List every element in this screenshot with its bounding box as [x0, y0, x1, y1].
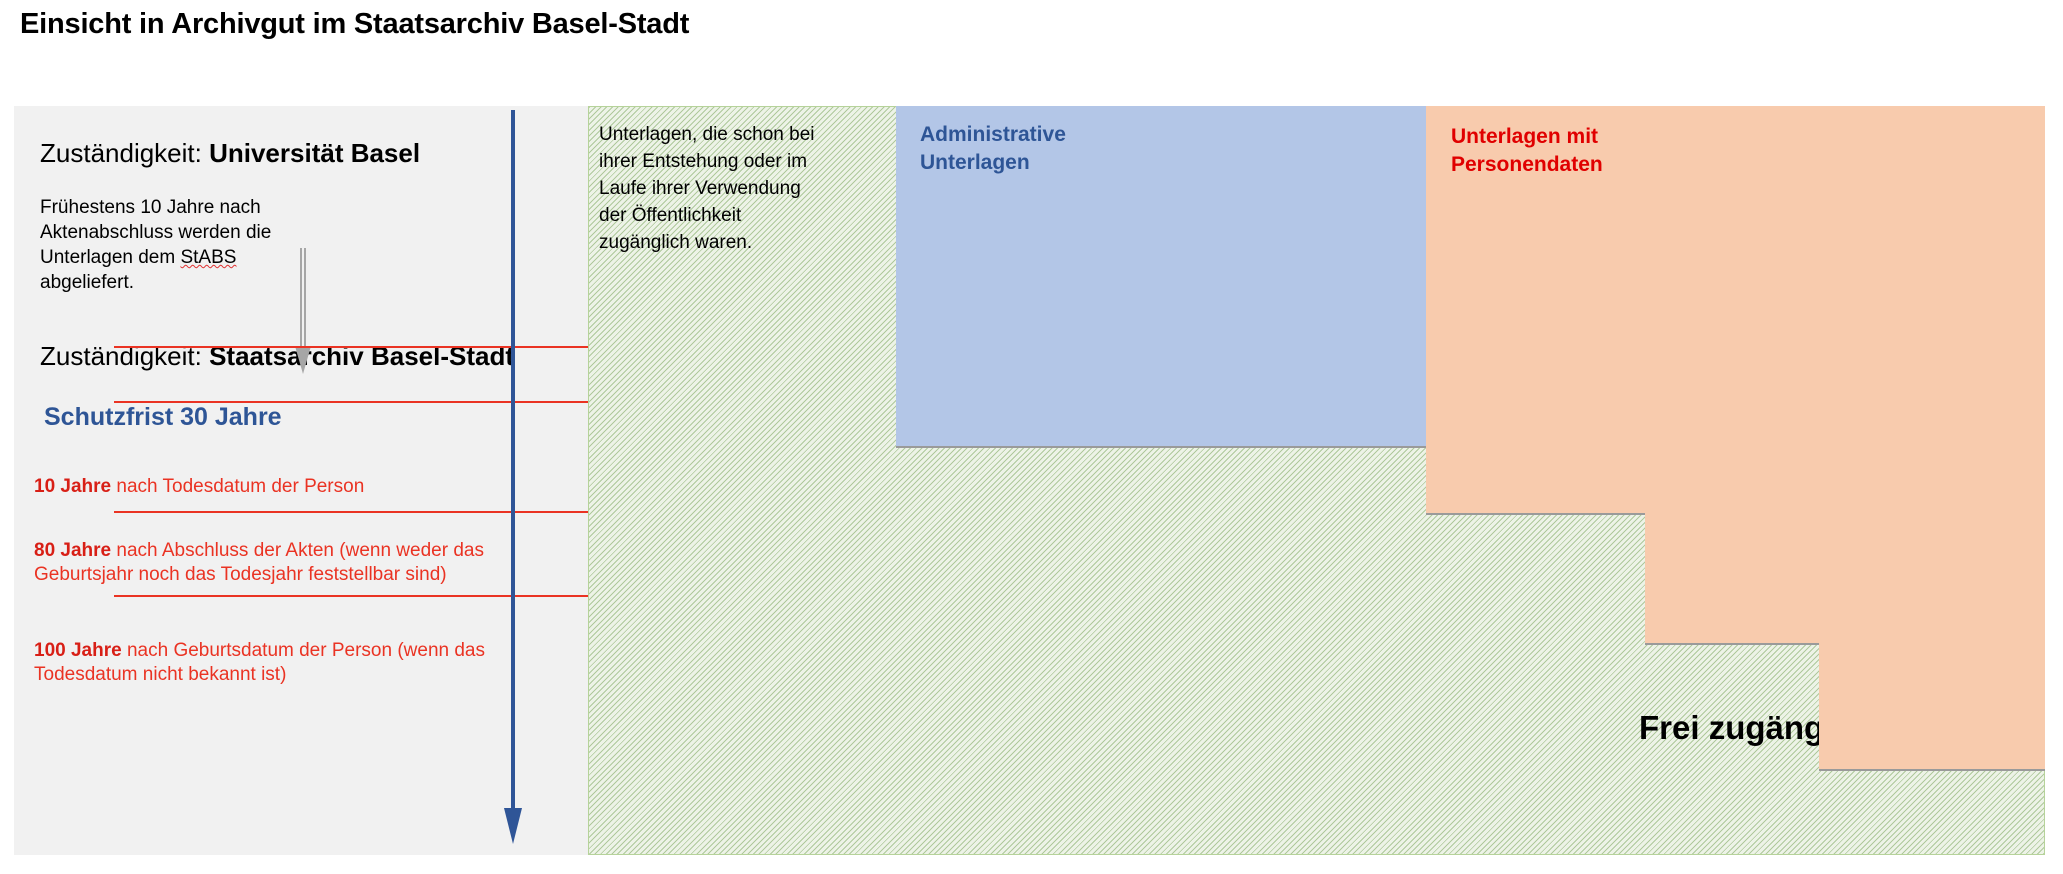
personal-data-step-3	[1819, 106, 2045, 771]
rule-80-years: 80 Jahre nach Abschluss der Akten (wenn …	[34, 539, 504, 587]
separator-line-100-years	[114, 595, 588, 597]
separator-line-80-years	[114, 511, 588, 513]
transfer-arrow-icon	[295, 248, 311, 374]
rule-100-years-text: nach Geburtsdatum der Person (wenn das T…	[34, 640, 485, 685]
personal-data-records-label-line2: Personendaten	[1451, 153, 1603, 176]
delivery-note: Frühestens 10 Jahre nach Aktenabschluss …	[40, 195, 290, 295]
delivery-note-part2: abgeliefert.	[40, 272, 135, 293]
personal-data-records-block: Unterlagen mit Personendaten	[1426, 106, 2045, 771]
authority-university: Zuständigkeit: Universität Basel	[40, 138, 420, 169]
protection-period-label: Schutzfrist 30 Jahre	[44, 403, 282, 431]
rule-100-years: 100 Jahre nach Geburtsdatum der Person (…	[34, 639, 504, 687]
separator-line-30-years	[114, 346, 588, 348]
authority-university-name: Universität Basel	[209, 138, 421, 168]
administrative-records-label: Administrative Unterlagen	[920, 121, 1066, 177]
separator-line-10-years	[114, 401, 588, 403]
personal-data-records-label: Unterlagen mit Personendaten	[1451, 123, 1603, 179]
administrative-records-label-line2: Unterlagen	[920, 151, 1030, 174]
timeline-arrow-icon	[504, 110, 522, 844]
delivery-note-abbr: StABS	[180, 247, 237, 268]
timeline-panel: Zuständigkeit: Universität Basel Frühest…	[14, 106, 588, 855]
page-title: Einsicht in Archivgut im Staatsarchiv Ba…	[20, 8, 690, 40]
authority-university-prefix: Zuständigkeit:	[40, 138, 210, 168]
rule-10-years-text: nach Todesdatum der Person	[111, 476, 365, 497]
administrative-records-label-line1: Administrative	[920, 123, 1066, 146]
delivery-note-part1: Frühestens 10 Jahre nach Aktenabschluss …	[40, 197, 272, 268]
personal-data-records-label-line1: Unterlagen mit	[1451, 125, 1599, 148]
rule-10-years: 10 Jahre nach Todesdatum der Person	[34, 475, 484, 499]
rule-80-years-value: 80 Jahre	[34, 540, 112, 561]
rule-80-years-text: nach Abschluss der Akten (wenn weder das…	[34, 540, 484, 585]
rule-100-years-value: 100 Jahre	[34, 640, 122, 661]
rule-10-years-value: 10 Jahre	[34, 476, 112, 497]
public-access-note: Unterlagen, die schon bei ihrer Entstehu…	[599, 124, 815, 253]
administrative-records-block: Administrative Unterlagen	[896, 106, 1426, 448]
